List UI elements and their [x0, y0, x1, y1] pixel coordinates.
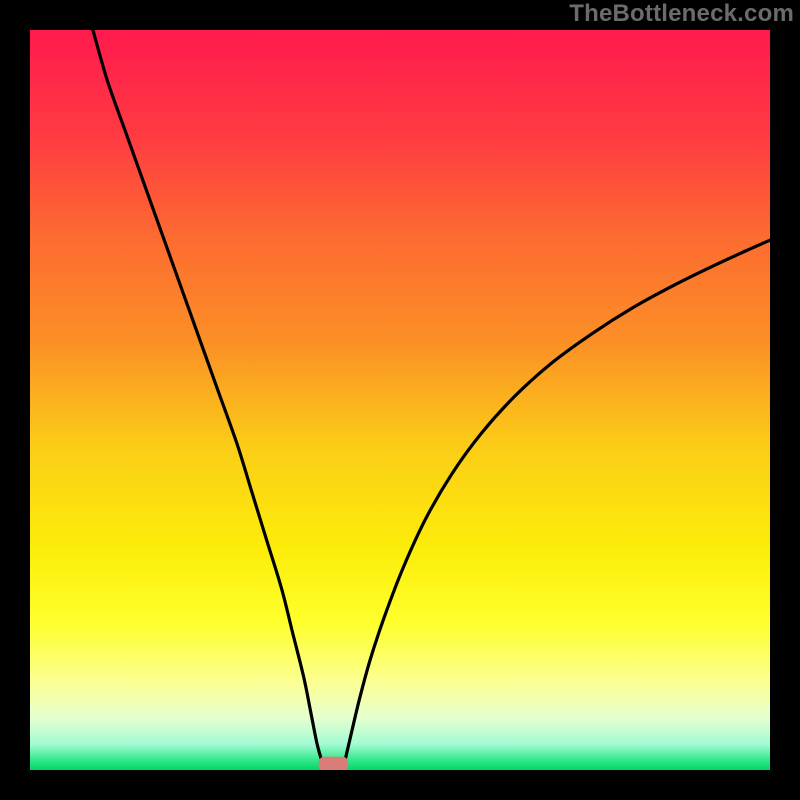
gradient-v-curve-chart — [30, 30, 770, 770]
watermark-text: TheBottleneck.com — [569, 0, 794, 28]
chart-frame: TheBottleneck.com — [0, 0, 800, 800]
plot-area — [30, 30, 770, 770]
min-marker — [319, 757, 349, 770]
gradient-background — [30, 30, 770, 770]
